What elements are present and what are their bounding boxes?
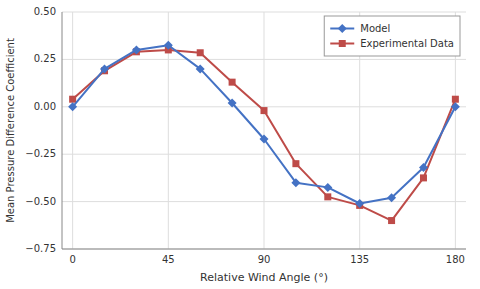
y-axis-line: [62, 12, 63, 249]
y-axis-label: Mean Pressure Difference Coefficient: [5, 38, 16, 223]
legend: Model Experimental Data: [324, 16, 460, 56]
series: [68, 41, 460, 208]
x-tick-label: 180: [446, 254, 465, 265]
x-grid-line: [264, 12, 265, 249]
y-tick-label: −0.75: [25, 243, 56, 254]
x-grid-line: [72, 12, 73, 249]
marker: [291, 178, 300, 187]
x-tick-label: 135: [350, 254, 369, 265]
legend-label: Model: [360, 23, 390, 34]
y-tick-label: 0.50: [34, 6, 56, 17]
marker: [292, 160, 299, 167]
legend-label: Experimental Data: [360, 38, 454, 49]
series: [69, 46, 459, 224]
marker: [69, 96, 76, 103]
chart-svg: −0.75 −0.50 −0.25 0.00 0.25 0.50 0 45 90 135 180 Re…: [0, 0, 480, 289]
marker: [196, 64, 205, 73]
marker: [260, 135, 269, 144]
x-tick-label: 45: [162, 254, 175, 265]
marker: [419, 163, 428, 172]
marker: [229, 79, 236, 86]
marker: [420, 174, 427, 181]
plot-area: [68, 41, 460, 224]
marker: [339, 40, 346, 47]
y-tick-label: 0.00: [34, 101, 56, 112]
x-axis-line: [62, 249, 466, 250]
y-tick-label: 0.25: [34, 53, 56, 64]
marker: [68, 102, 77, 111]
marker: [451, 102, 460, 111]
chart-container: −0.75 −0.50 −0.25 0.00 0.25 0.50 0 45 90 135 180 Re…: [0, 0, 480, 289]
marker: [228, 99, 237, 108]
marker: [323, 183, 332, 192]
series-line: [73, 50, 456, 221]
marker: [388, 217, 395, 224]
y-grid-line: [62, 249, 466, 250]
marker: [100, 64, 109, 73]
marker: [164, 41, 173, 50]
x-axis-label: Relative Wind Angle (°): [200, 271, 328, 284]
y-tick-label: −0.50: [25, 196, 56, 207]
marker: [355, 199, 364, 208]
x-tick-label: 90: [258, 254, 271, 265]
legend-box: [324, 16, 460, 56]
marker: [387, 193, 396, 202]
marker: [338, 24, 347, 33]
marker: [324, 193, 331, 200]
grid: [62, 12, 466, 249]
marker: [261, 107, 268, 114]
y-tick-label: −0.25: [25, 148, 56, 159]
marker: [132, 45, 141, 54]
marker: [452, 96, 459, 103]
marker: [197, 49, 204, 56]
series-line: [73, 45, 456, 203]
x-tick-label: 0: [69, 254, 75, 265]
